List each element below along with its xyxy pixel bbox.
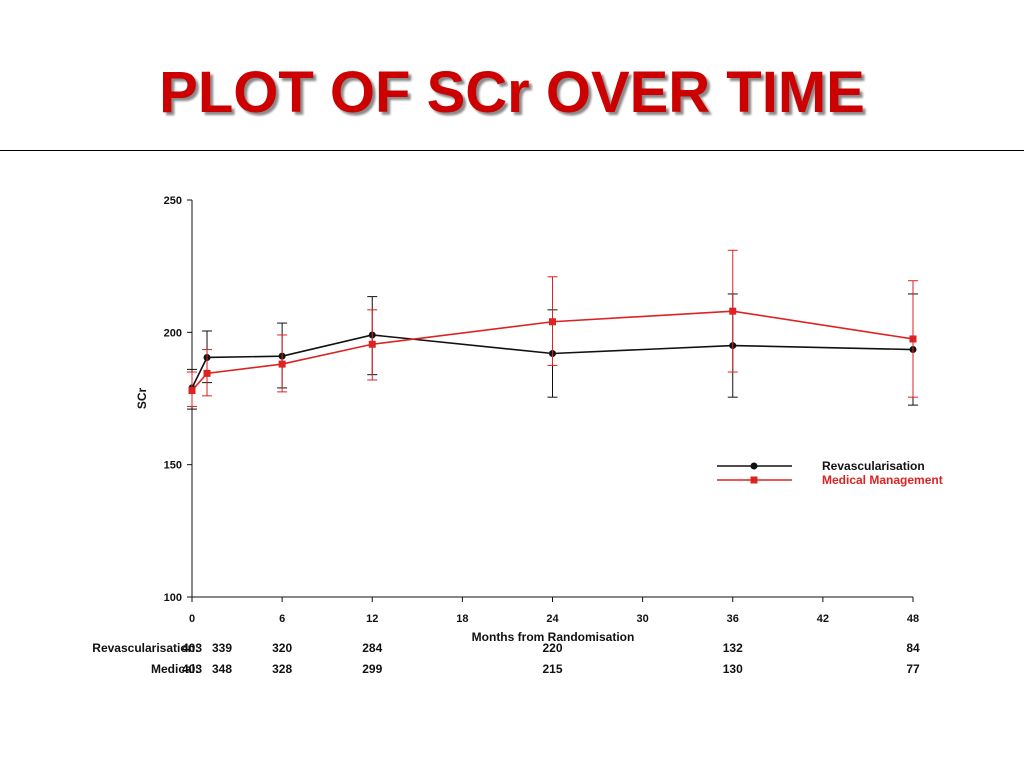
legend-label: Medical Management [822, 473, 943, 487]
x-axis-label: Months from Randomisation [472, 630, 635, 644]
chart-series [187, 249, 918, 410]
at-risk-count: 348 [212, 662, 232, 676]
at-risk-count: 130 [723, 662, 743, 676]
legend-label: Revascularisation [822, 459, 925, 473]
at-risk-count: 284 [362, 641, 382, 655]
at-risk-count: 403 [182, 662, 202, 676]
data-point [203, 369, 211, 377]
data-point [368, 340, 376, 348]
legend-marker [750, 476, 758, 484]
series-medical-management [187, 249, 918, 407]
title-divider [0, 150, 1024, 151]
x-tick-label: 42 [817, 613, 829, 625]
page-title: PLOT OF SCr OVER TIME [159, 60, 865, 125]
data-point [729, 307, 737, 315]
x-tick-label: 6 [279, 613, 285, 625]
at-risk-count: 215 [542, 662, 562, 676]
data-point [909, 335, 917, 343]
data-point [188, 387, 196, 395]
at-risk-count: 77 [906, 662, 920, 676]
at-risk-count: 220 [542, 641, 562, 655]
x-tick-label: 36 [727, 613, 739, 625]
data-point [278, 360, 286, 368]
at-risk-row-label: Medical: [151, 662, 199, 676]
data-point [549, 318, 556, 326]
x-tick-label: 48 [907, 613, 919, 625]
at-risk-count: 132 [723, 641, 743, 655]
chart-axes: 100 150 200 250 0 6 12 18 24 30 36 42 48 SCr Months fr… [135, 195, 919, 644]
at-risk-count: 328 [272, 662, 292, 676]
x-tick-label: 30 [637, 613, 649, 625]
y-tick-label: 100 [164, 592, 182, 604]
y-tick-label: 200 [164, 327, 182, 339]
x-tick-label: 12 [366, 613, 378, 625]
at-risk-count: 320 [272, 641, 292, 655]
at-risk-row-label: Revascularisation: [92, 641, 199, 655]
x-tick-label: 0 [189, 613, 195, 625]
legend-marker [750, 462, 758, 470]
y-axis-label: SCr [135, 388, 149, 410]
x-tick-label: 18 [456, 613, 468, 625]
at-risk-count: 84 [906, 641, 920, 655]
x-tick-label: 24 [546, 613, 559, 625]
at-risk-count: 339 [212, 641, 232, 655]
at-risk-count: 403 [182, 641, 202, 655]
at-risk-table: Revascularisation:403 339 320 284 220 132 84Me… [92, 641, 920, 676]
y-tick-label: 250 [164, 195, 182, 207]
at-risk-count: 299 [362, 662, 382, 676]
y-tick-label: 150 [164, 460, 182, 472]
